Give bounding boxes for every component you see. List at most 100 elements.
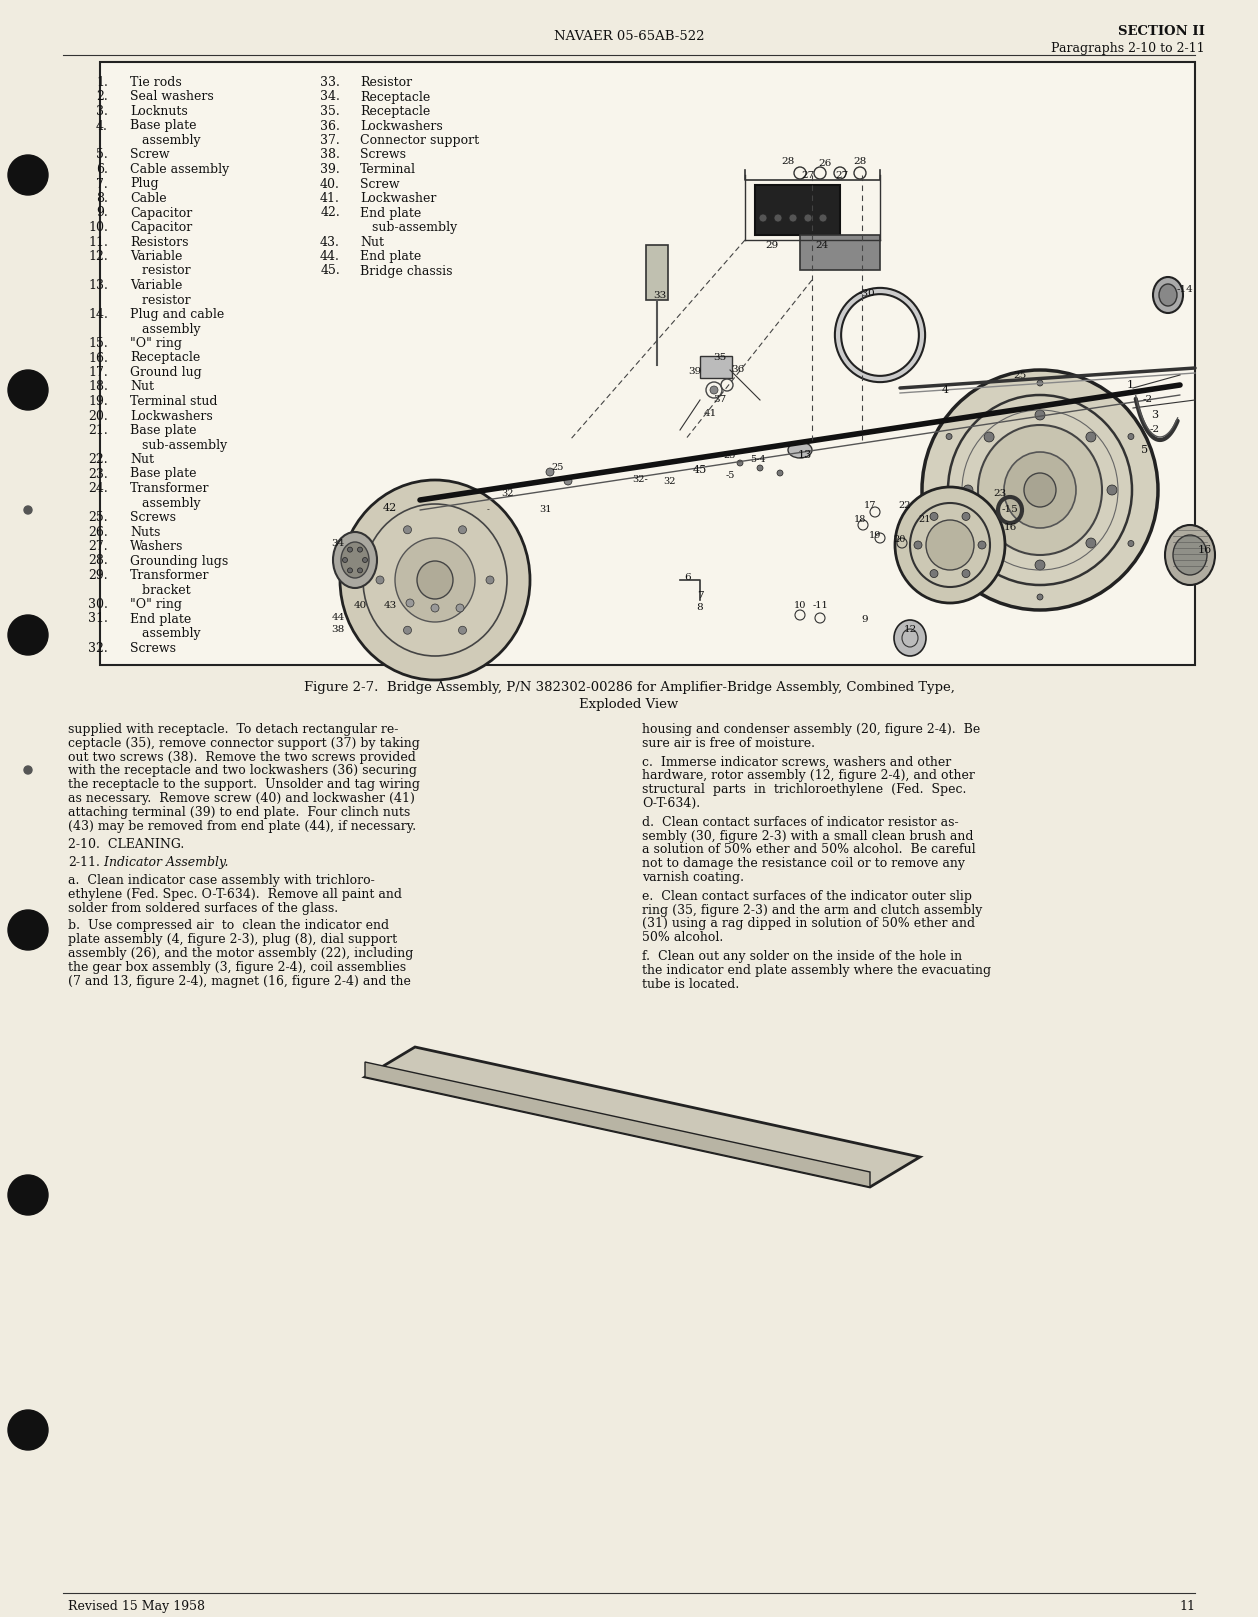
Text: 36.: 36.	[320, 120, 340, 133]
Text: 42: 42	[382, 503, 398, 513]
Text: assembly: assembly	[130, 627, 200, 640]
Text: NAVAER 05-65AB-522: NAVAER 05-65AB-522	[554, 31, 704, 44]
Text: 20.: 20.	[88, 409, 108, 422]
Text: Lockwasher: Lockwasher	[360, 192, 437, 205]
Text: Exploded View: Exploded View	[580, 699, 678, 711]
Text: assembly: assembly	[130, 322, 200, 335]
Text: Base plate: Base plate	[130, 467, 196, 480]
Text: Screws: Screws	[130, 511, 176, 524]
Text: b.  Use compressed air  to  clean the indicator end: b. Use compressed air to clean the indic…	[68, 920, 389, 933]
Bar	[699, 356, 732, 378]
Text: plate assembly (4, figure 2-3), plug (8), dial support: plate assembly (4, figure 2-3), plug (8)…	[68, 933, 398, 946]
Ellipse shape	[774, 213, 782, 222]
Ellipse shape	[376, 576, 384, 584]
Text: 45: 45	[693, 466, 707, 475]
Ellipse shape	[789, 213, 798, 222]
Text: 32-: 32-	[632, 475, 648, 485]
Ellipse shape	[930, 569, 938, 577]
Text: 42.: 42.	[321, 207, 340, 220]
Text: c.  Immerse indicator screws, washers and other: c. Immerse indicator screws, washers and…	[642, 755, 951, 768]
Ellipse shape	[406, 598, 414, 606]
Text: f.  Clean out any solder on the inside of the hole in: f. Clean out any solder on the inside of…	[642, 951, 962, 964]
Bar	[755, 184, 840, 234]
Text: 5: 5	[1141, 445, 1149, 454]
Ellipse shape	[1159, 285, 1177, 306]
Text: Bridge chassis: Bridge chassis	[360, 265, 453, 278]
Text: 40.: 40.	[320, 178, 340, 191]
Ellipse shape	[455, 605, 464, 611]
Text: 17: 17	[864, 501, 877, 509]
Text: 25: 25	[552, 464, 564, 472]
Ellipse shape	[977, 425, 1102, 555]
Text: 37: 37	[713, 396, 727, 404]
Text: Revised 15 May 1958: Revised 15 May 1958	[68, 1599, 205, 1614]
Text: ceptacle (35), remove connector support (37) by taking: ceptacle (35), remove connector support …	[68, 737, 420, 750]
Text: 2-10.  CLEANING.: 2-10. CLEANING.	[68, 838, 184, 852]
Circle shape	[8, 1176, 48, 1214]
Text: 4: 4	[941, 385, 949, 395]
Text: 39: 39	[688, 367, 702, 377]
Polygon shape	[365, 1062, 871, 1187]
Text: "O" ring: "O" ring	[130, 336, 182, 349]
Text: the gear box assembly (3, figure 2-4), coil assemblies: the gear box assembly (3, figure 2-4), c…	[68, 960, 406, 973]
Text: End plate: End plate	[130, 613, 191, 626]
Text: 34.: 34.	[320, 91, 340, 103]
Ellipse shape	[404, 526, 411, 534]
Text: sembly (30, figure 2-3) with a small clean brush and: sembly (30, figure 2-3) with a small cle…	[642, 830, 974, 842]
Text: 21: 21	[918, 516, 931, 524]
Text: 7: 7	[697, 590, 703, 600]
Text: e.  Clean contact surfaces of the indicator outer slip: e. Clean contact surfaces of the indicat…	[642, 889, 972, 902]
Text: Ground lug: Ground lug	[130, 365, 201, 378]
Text: ring (35, figure 2-3) and the arm and clutch assembly: ring (35, figure 2-3) and the arm and cl…	[642, 904, 982, 917]
Text: 37.: 37.	[321, 134, 340, 147]
Ellipse shape	[458, 526, 467, 534]
Text: out two screws (38).  Remove the two screws provided: out two screws (38). Remove the two scre…	[68, 750, 416, 763]
Ellipse shape	[915, 542, 922, 550]
Ellipse shape	[962, 513, 970, 521]
Text: SECTION II: SECTION II	[1118, 24, 1205, 39]
Ellipse shape	[347, 568, 352, 572]
Text: 27.: 27.	[88, 540, 108, 553]
Text: 22.: 22.	[88, 453, 108, 466]
Text: sub-assembly: sub-assembly	[360, 222, 457, 234]
Text: 18.: 18.	[88, 380, 108, 393]
Text: solder from soldered surfaces of the glass.: solder from soldered surfaces of the gla…	[68, 902, 338, 915]
Text: -14: -14	[1176, 286, 1194, 294]
Text: 8.: 8.	[96, 192, 108, 205]
Ellipse shape	[362, 558, 367, 563]
Ellipse shape	[962, 569, 970, 577]
Ellipse shape	[1086, 538, 1096, 548]
Text: Nut: Nut	[130, 380, 153, 393]
Ellipse shape	[804, 213, 811, 222]
Text: resistor: resistor	[130, 294, 191, 307]
Ellipse shape	[431, 605, 439, 611]
Text: the receptacle to the support.  Unsolder and tag wiring: the receptacle to the support. Unsolder …	[68, 778, 420, 791]
Ellipse shape	[894, 487, 1005, 603]
Text: 28.: 28.	[88, 555, 108, 568]
Text: (31) using a rag dipped in solution of 50% ether and: (31) using a rag dipped in solution of 5…	[642, 917, 975, 930]
Ellipse shape	[564, 477, 572, 485]
Text: Indicator Assembly.: Indicator Assembly.	[96, 855, 229, 870]
Text: Resistor: Resistor	[360, 76, 413, 89]
Ellipse shape	[1172, 535, 1206, 576]
Text: assembly: assembly	[130, 134, 200, 147]
Text: Transformer: Transformer	[130, 569, 210, 582]
Ellipse shape	[788, 441, 811, 458]
Text: Resistors: Resistors	[130, 236, 189, 249]
Text: 23: 23	[994, 488, 1006, 498]
Ellipse shape	[546, 467, 554, 475]
Text: Paragraphs 2-10 to 2-11: Paragraphs 2-10 to 2-11	[1052, 42, 1205, 55]
Text: 43.: 43.	[320, 236, 340, 249]
Text: 32.: 32.	[88, 642, 108, 655]
Text: 7.: 7.	[97, 178, 108, 191]
Text: 5-4: 5-4	[750, 456, 766, 464]
Text: 21.: 21.	[88, 424, 108, 437]
Text: Base plate: Base plate	[130, 120, 196, 133]
Text: 24: 24	[815, 241, 829, 251]
Text: 26: 26	[819, 158, 832, 168]
Text: Seal washers: Seal washers	[130, 91, 214, 103]
Text: Screw: Screw	[130, 149, 170, 162]
Ellipse shape	[1128, 433, 1133, 440]
Text: 11: 11	[1179, 1599, 1195, 1614]
Text: Transformer: Transformer	[130, 482, 210, 495]
